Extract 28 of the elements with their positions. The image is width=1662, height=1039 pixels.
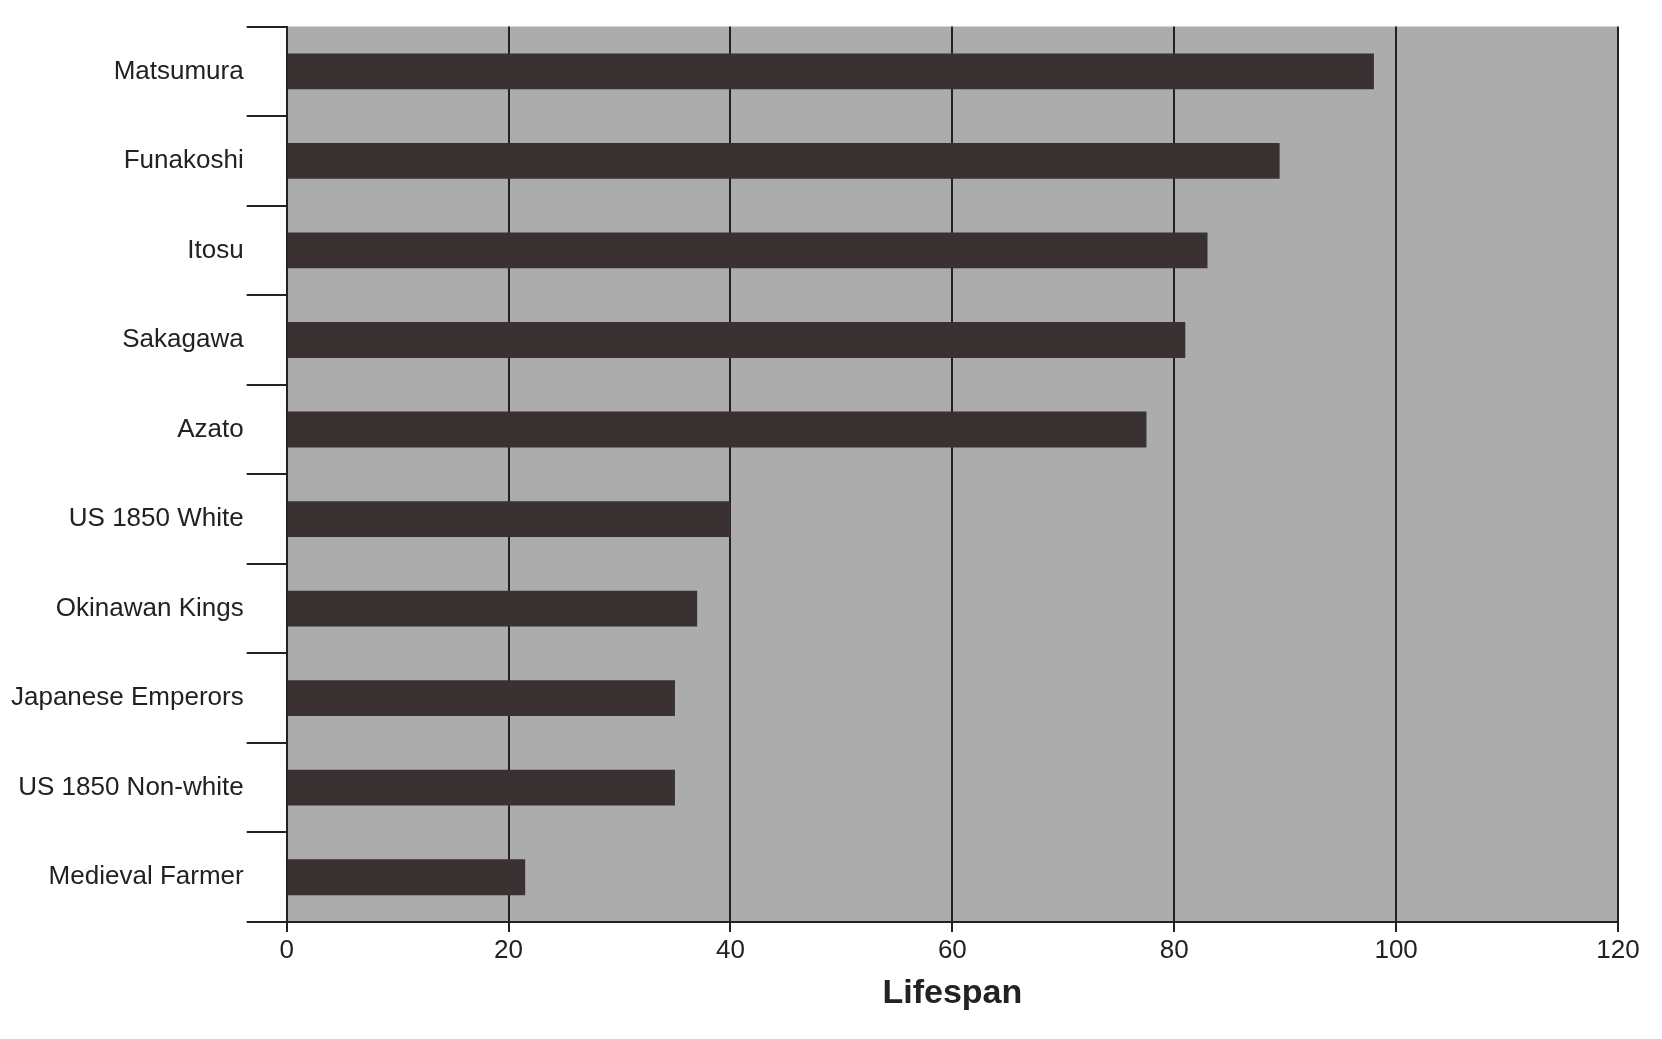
x-tick-label: 40: [715, 933, 745, 964]
x-tick-label: 80: [1159, 933, 1189, 964]
bar: [287, 411, 1147, 448]
y-tick-label: US 1850 Non-white: [18, 770, 244, 801]
x-tick-label: 60: [937, 933, 967, 964]
bar: [287, 769, 675, 806]
y-tick-label: Itosu: [187, 233, 244, 264]
x-tick-label: 20: [494, 933, 524, 964]
bar: [287, 322, 1186, 358]
x-tick-label: 0: [279, 933, 294, 964]
bar: [287, 501, 731, 537]
bar: [287, 590, 698, 627]
y-tick-label: Japanese Emperors: [10, 681, 244, 712]
bar: [287, 680, 675, 717]
y-tick-label: Okinawan Kings: [55, 591, 244, 622]
y-tick-label: Sakagawa: [122, 323, 245, 354]
y-tick-label: Funakoshi: [123, 144, 244, 175]
y-tick-label: US 1850 White: [68, 502, 244, 533]
y-tick-label: Matsumura: [113, 54, 245, 85]
y-tick-label: Azato: [177, 412, 244, 443]
bar: [287, 143, 1280, 179]
x-axis-title: Lifespan: [882, 971, 1023, 1010]
bar: [287, 232, 1208, 269]
bar: [287, 859, 526, 896]
x-tick-label: 120: [1596, 933, 1640, 964]
bar: [287, 53, 1374, 90]
x-tick-label: 100: [1374, 933, 1418, 964]
y-tick-label: Medieval Farmer: [48, 860, 245, 891]
